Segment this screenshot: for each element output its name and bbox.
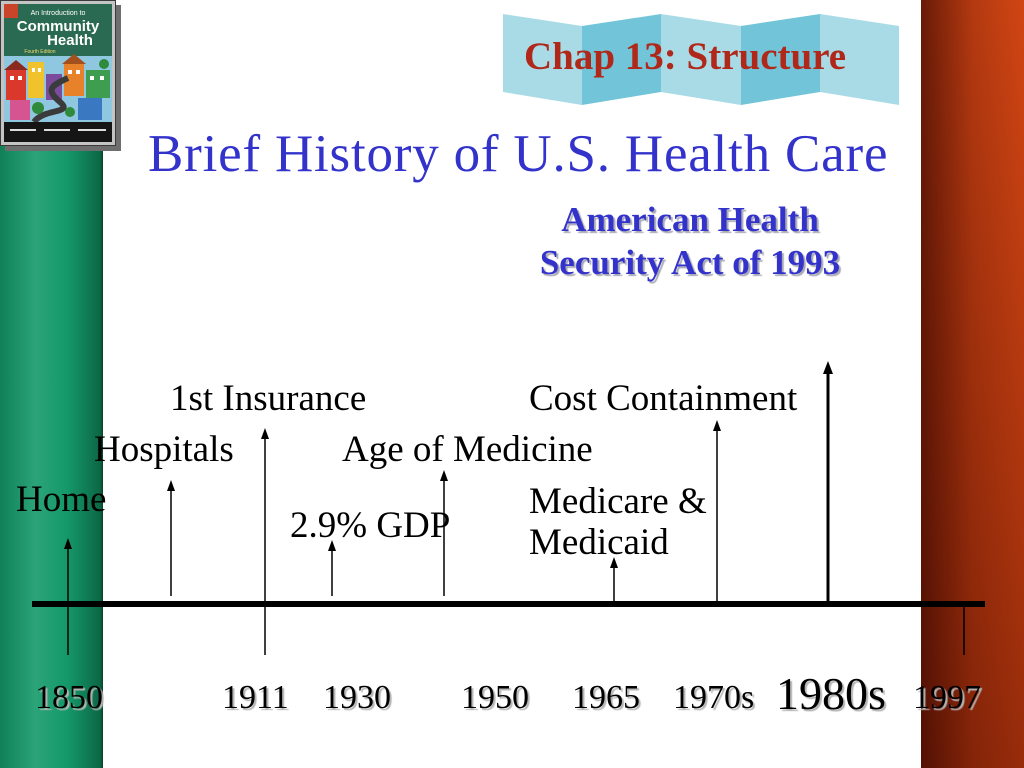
cover-corner-accent	[4, 4, 18, 18]
year-label: 1950	[461, 679, 529, 716]
year-label: 1970s	[673, 679, 755, 716]
arrow-home	[64, 538, 72, 655]
cover-author-line	[44, 129, 70, 131]
year-label-emphasized: 1980s	[776, 668, 886, 719]
right-decorative-bar	[921, 0, 1024, 768]
ribbon-panel	[741, 14, 820, 105]
event-label-cost-containment: Cost Containment	[529, 378, 798, 419]
book-cover-art: An Introduction to Community Health Four…	[4, 4, 112, 142]
arrow-gdp	[328, 540, 336, 596]
arrow-hospitals	[167, 480, 175, 596]
book-cover: An Introduction to Community Health Four…	[0, 0, 116, 146]
cover-title-line2: Community	[17, 18, 100, 35]
ribbon-panel	[820, 14, 899, 105]
arrow-head	[328, 540, 336, 551]
arrow-first-insurance	[261, 428, 269, 655]
arrow-head	[64, 538, 72, 549]
year-label: 1997	[913, 679, 981, 716]
arrow-head	[261, 428, 269, 439]
arrow-head	[610, 557, 618, 568]
ribbon-panel	[503, 14, 582, 105]
event-label-first-insurance: 1st Insurance	[170, 378, 367, 419]
cover-title-line3: Health	[47, 32, 93, 49]
event-label-hospitals: Hospitals	[94, 429, 234, 470]
year-label: 1850	[35, 679, 103, 716]
cover-title-line1: An Introduction to	[31, 10, 86, 17]
cover-author-strip	[4, 122, 112, 142]
year-label: 1911	[222, 679, 289, 716]
chapter-banner-title: Chap 13: Structure	[524, 35, 847, 78]
arrow-health-security-act	[823, 361, 833, 604]
cover-author-line	[78, 129, 106, 131]
ribbon-panel	[582, 14, 661, 105]
year-label: 1965	[572, 679, 640, 716]
ribbon-panel	[661, 14, 741, 105]
callout-line1: American Health	[561, 200, 819, 239]
event-label-age-of-medicine: Age of Medicine	[342, 429, 593, 470]
callout-line2: Security Act of 1993	[539, 243, 841, 282]
cover-header	[4, 4, 112, 56]
timeline-axis	[32, 601, 985, 607]
event-label-gdp: 2.9% GDP	[290, 505, 451, 546]
slide-title: Brief History of U.S. Health Care	[148, 125, 889, 183]
banner-ribbon	[503, 14, 899, 105]
arrow-head	[713, 420, 721, 431]
arrow-medicare-medicaid	[610, 557, 618, 604]
event-label-line2: Medicaid	[529, 522, 669, 563]
year-label: 1930	[323, 679, 391, 716]
arrow-head	[823, 361, 833, 374]
event-label-medicare-medicaid: Medicare & Medicaid	[529, 481, 707, 563]
health-security-act-callout: American Health Security Act of 1993	[510, 198, 870, 284]
arrow-head	[440, 470, 448, 481]
cover-town-illustration	[4, 54, 112, 125]
arrow-cost-containment	[713, 420, 721, 604]
cover-author-line	[10, 129, 36, 131]
event-label-line1: Medicare &	[529, 481, 707, 522]
event-label-home: Home	[16, 479, 107, 520]
arrow-head	[167, 480, 175, 491]
arrow-age-of-medicine	[440, 470, 448, 596]
cover-edition: Fourth Edition	[24, 49, 55, 55]
